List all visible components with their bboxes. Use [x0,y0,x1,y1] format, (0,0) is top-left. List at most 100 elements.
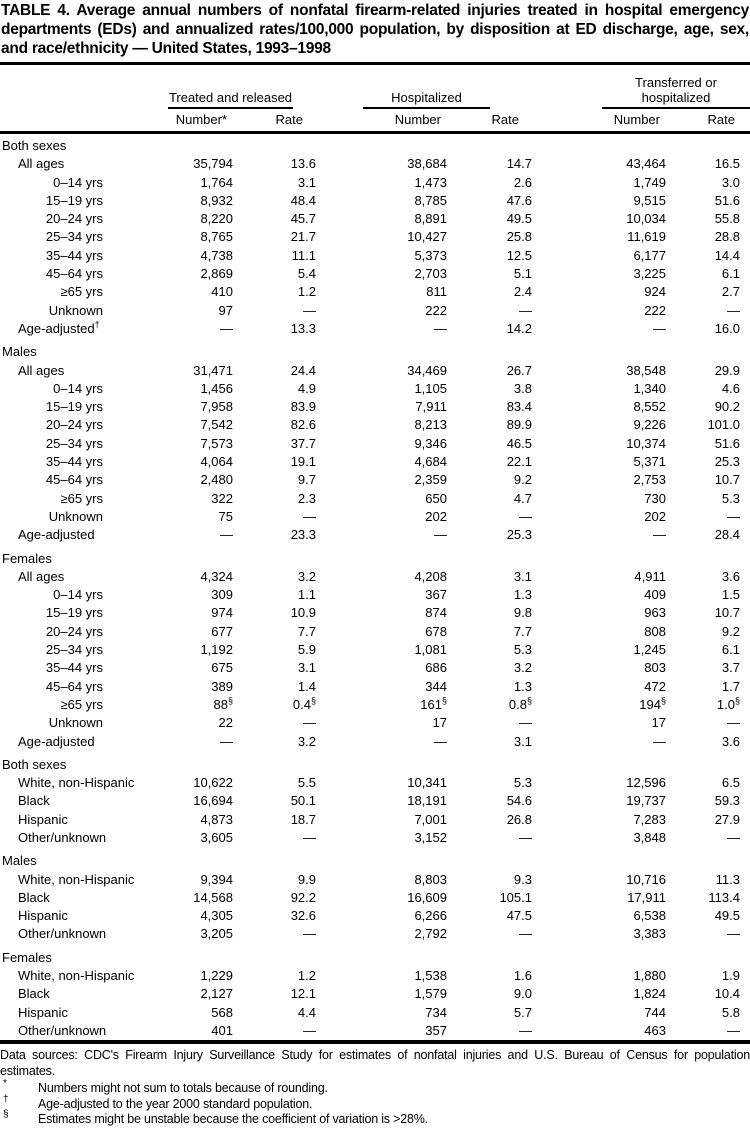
cell-value: 5.7 [513,1004,532,1020]
cell-value: 874 [425,605,447,621]
row-label: Other/unknown [18,829,107,845]
cell-value: 10.7 [714,472,740,488]
cell-value: 808 [644,623,666,639]
header-rate-transferred: Rate [668,109,750,134]
cell-value: 678 [425,623,447,639]
cell-value: 25.3 [506,527,532,543]
table-row: 15–19 yrs 8,932 48.4 8,785 47.6 9,515 51.6 [0,192,750,210]
table-row: Hispanic 4,873 18.7 7,001 26.8 7,283 27.9 [0,811,750,829]
cell-value: 3,383 [633,926,666,942]
cell-value: 14,568 [193,889,233,905]
header-rate-hospitalized: Rate [449,109,534,134]
cell-value: 19.1 [290,454,316,470]
row-label: 45–64 yrs [45,678,103,694]
cell-value: 55.8 [714,211,740,227]
cell-value: 357 [425,1022,447,1038]
cell-value: 7,283 [633,811,666,827]
cell-value: 1,081 [414,642,447,658]
cell-value: 9,515 [633,192,666,208]
row-label: Unknown [48,715,103,731]
row-label: Age-adjusted [18,527,95,543]
cell-value: 32.6 [290,908,316,924]
cell-value: 49.5 [506,211,532,227]
cell-value: 28.8 [714,229,740,245]
cell-value: 309 [211,587,233,603]
section-header-row: Males [0,847,750,870]
header-number-treated: Number* [150,109,235,134]
table-row: Hispanic 568 4.4 734 5.7 744 5.8 [0,1004,750,1022]
cell-value: 26.8 [506,811,532,827]
cell-value: 90.2 [714,399,740,415]
cell-value: 3.2 [297,733,316,749]
section-header: Males [2,853,37,869]
cell-value: 5.3 [513,775,532,791]
cell-value: 43,464 [626,156,666,172]
cell-value: — [727,508,740,524]
row-label: 20–24 yrs [45,623,103,639]
cell-value: 2.4 [513,284,532,300]
cell-value: 18,191 [407,793,447,809]
cell-value: 1.2 [297,968,316,984]
table-row: 0–14 yrs 309 1.1 367 1.3 409 1.5 [0,586,750,604]
cell-value: 5.8 [721,1004,740,1020]
table-row: 20–24 yrs 677 7.7 678 7.7 808 9.2 [0,623,750,641]
table-row: Age-adjusted — 3.2 — 3.1 — 3.6 [0,733,750,751]
cell-value: 10,034 [626,211,666,227]
cell-value: 8,803 [414,871,447,887]
cell-value: 38,684 [407,156,447,172]
cell-value: 88§ [213,695,233,712]
sub-header-row: Number* Rate Number Rate Number Rate [0,109,750,134]
cell-value: 7,573 [200,435,233,451]
cell-value: 59.3 [714,793,740,809]
cell-value: 6.5 [721,775,740,791]
footnote-text: Estimates might be unstable because the … [38,1112,428,1127]
cell-value: 3.1 [513,568,532,584]
cell-value: 5,373 [414,247,447,263]
cell-value: 22 [218,715,233,731]
cell-value: 10.7 [714,605,740,621]
table-row: Unknown 75 — 202 — 202 — [0,508,750,526]
cell-value: — [727,1022,740,1038]
cell-value: 4.9 [297,380,316,396]
cell-value: 3.6 [721,568,740,584]
table-row: ≥65 yrs 88§ 0.4§ 161§ 0.8§ 194§ 1.0§ [0,696,750,714]
column-group-row: Treated and released Hospitalized Transf… [0,65,750,109]
cell-value: 10,427 [407,229,447,245]
row-label: 45–64 yrs [45,472,103,488]
cell-value: 48.4 [290,192,316,208]
cell-value: — [220,527,233,543]
cell-value: — [727,926,740,942]
cell-value: 367 [425,587,447,603]
cell-value: 83.9 [290,399,316,415]
row-label: Hispanic [18,1004,68,1020]
row-label: Other/unknown [18,1022,107,1038]
cell-value: — [519,1022,532,1038]
cell-value: 22.1 [506,454,532,470]
cell-value: 82.6 [290,417,316,433]
cell-value: 1,579 [414,986,447,1002]
cell-value: 1.6 [513,968,532,984]
cell-value: 26.7 [506,362,532,378]
cell-value: 2,480 [200,472,233,488]
cell-value: 744 [644,1004,666,1020]
row-label: Unknown [48,302,103,318]
cell-value: — [519,926,532,942]
cell-value: 8,213 [414,417,447,433]
cell-value: 1,824 [633,986,666,1002]
cell-value: 1,245 [633,642,666,658]
cell-value: 344 [425,678,447,694]
cell-value: 51.6 [714,435,740,451]
section-header-row: Females [0,545,750,568]
cell-value: 1.3 [513,587,532,603]
cell-value: 9.2 [513,472,532,488]
cell-value: 25.8 [506,229,532,245]
cell-value: 8,765 [200,229,233,245]
cell-value: — [303,715,316,731]
stub-head [0,65,150,109]
cell-value: — [303,1022,316,1038]
cell-value: 8,891 [414,211,447,227]
table-row: Other/unknown 401 — 357 — 463 — [0,1022,750,1042]
table-row: ≥65 yrs 322 2.3 650 4.7 730 5.3 [0,490,750,508]
row-label: White, non-Hispanic [18,871,135,887]
cell-value: 4,208 [414,568,447,584]
